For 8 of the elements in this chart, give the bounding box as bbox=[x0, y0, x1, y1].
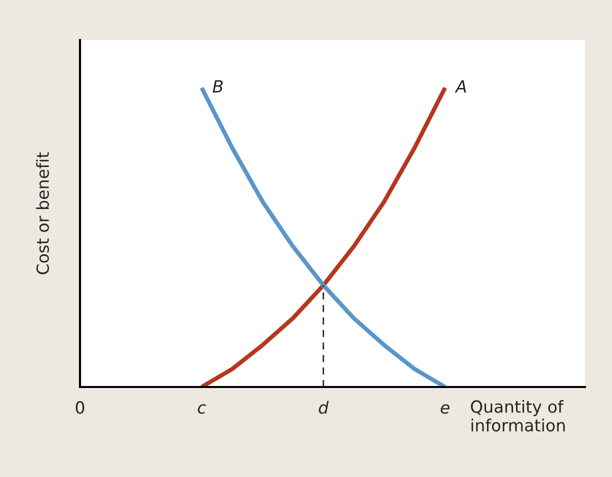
x-tick-label: d bbox=[318, 400, 329, 414]
x-tick-label: 0 bbox=[76, 401, 84, 414]
x-tick-label: c bbox=[198, 404, 206, 414]
y-axis-title: Cost or benefit bbox=[36, 152, 49, 274]
series-label: B bbox=[212, 80, 223, 92]
series-label: A bbox=[454, 80, 466, 92]
x-axis-title: Quantity of information bbox=[470, 400, 565, 432]
x-tick-label: e bbox=[440, 404, 450, 414]
